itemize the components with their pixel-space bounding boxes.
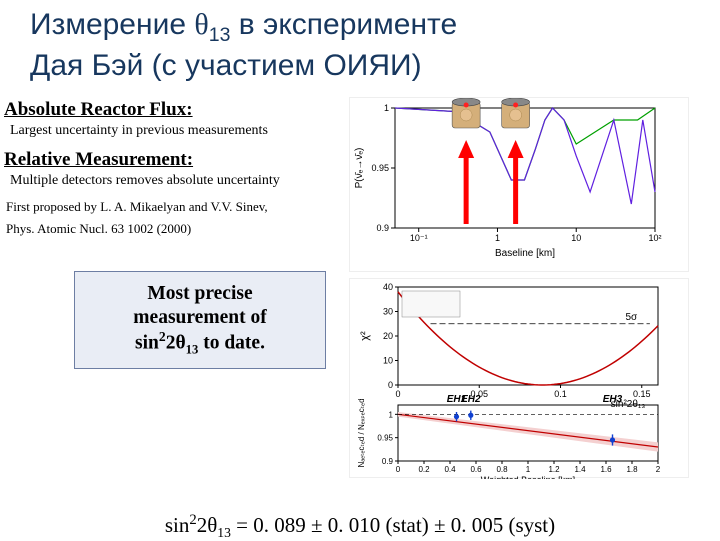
svg-text:1.8: 1.8 xyxy=(626,465,638,474)
svg-text:0.9: 0.9 xyxy=(382,457,394,466)
svg-text:40: 40 xyxy=(383,282,393,292)
text-relative: Multiple detectors removes absolute unce… xyxy=(10,173,349,189)
heading-relative: Relative Measurement: xyxy=(4,149,349,171)
svg-text:10: 10 xyxy=(571,233,581,243)
svg-text:1.2: 1.2 xyxy=(548,465,560,474)
left-column: Absolute Reactor Flux: Largest uncertain… xyxy=(4,97,349,478)
box-2theta: 2θ xyxy=(166,333,186,354)
svg-text:0.6: 0.6 xyxy=(470,465,482,474)
svg-text:0.9: 0.9 xyxy=(376,223,389,233)
slide-title: Измерение θ13 в эксперименте Дая Бэй (с … xyxy=(0,0,720,93)
result-2theta: 2θ xyxy=(197,513,218,537)
svg-text:0: 0 xyxy=(388,380,393,390)
svg-text:χ²: χ² xyxy=(359,331,371,341)
survival-probability-chart: 10⁻¹ 1 10 10² 0.9 0.95 1 Baseline [km] P(ν̄ₑ→ν̄ₑ… xyxy=(349,97,689,272)
svg-text:0.4: 0.4 xyxy=(444,465,456,474)
svg-text:0.1: 0.1 xyxy=(554,389,567,399)
svg-text:Weighted Baseline [km]: Weighted Baseline [km] xyxy=(481,475,575,479)
svg-text:1: 1 xyxy=(384,103,389,113)
svg-text:0: 0 xyxy=(395,389,400,399)
title-line1-pre: Измерение xyxy=(30,8,194,41)
svg-text:0: 0 xyxy=(396,465,401,474)
svg-text:1: 1 xyxy=(495,233,500,243)
result-sin: sin xyxy=(165,513,190,537)
svg-text:10²: 10² xyxy=(648,233,661,243)
chart2-svg: 00.050.10.150102030405σχ²sin²2θ₁₃00.20.4… xyxy=(350,279,690,479)
title-theta: θ xyxy=(194,8,208,41)
highlight-box: Most precise measurement of sin22θ13 to … xyxy=(74,271,326,368)
svg-text:30: 30 xyxy=(383,306,393,316)
chi2-ratio-chart: 00.050.10.150102030405σχ²sin²2θ₁₃00.20.4… xyxy=(349,278,689,478)
title-line1-post: в эксперименте xyxy=(230,8,457,41)
box-sub: 13 xyxy=(186,343,199,357)
text-absolute-flux: Largest uncertainty in previous measurem… xyxy=(10,123,349,139)
svg-text:10: 10 xyxy=(383,355,393,365)
svg-text:2: 2 xyxy=(656,465,661,474)
svg-text:1.6: 1.6 xyxy=(600,465,612,474)
svg-text:1: 1 xyxy=(389,410,394,419)
box-line1: Most precise xyxy=(147,283,252,304)
svg-text:0.2: 0.2 xyxy=(418,465,430,474)
reference-line1: First proposed by L. A. Mikaelyan and V.… xyxy=(6,199,349,215)
svg-text:P(ν̄ₑ→ν̄ₑ): P(ν̄ₑ→ν̄ₑ) xyxy=(354,147,365,188)
box-sup: 2 xyxy=(159,329,166,344)
box-line2: measurement of xyxy=(133,307,266,328)
svg-text:Nₐₑₜₑcₜₑd / Nₑₓₚₑcₜₑd: Nₐₑₜₑcₜₑd / Nₑₓₚₑcₜₑd xyxy=(357,398,366,467)
svg-text:0.95: 0.95 xyxy=(377,434,393,443)
svg-text:0.95: 0.95 xyxy=(371,163,389,173)
svg-text:1: 1 xyxy=(526,465,531,474)
svg-text:0.15: 0.15 xyxy=(633,389,651,399)
heading-absolute-flux: Absolute Reactor Flux: xyxy=(4,99,349,121)
chart1-svg: 10⁻¹ 1 10 10² 0.9 0.95 1 Baseline [km] P(ν̄ₑ→ν̄ₑ… xyxy=(350,98,690,273)
title-sub13: 13 xyxy=(209,24,231,46)
result-sup: 2 xyxy=(189,512,196,528)
reference-line2: Phys. Atomic Nucl. 63 1002 (2000) xyxy=(6,221,349,237)
svg-text:5σ: 5σ xyxy=(626,312,639,323)
result-formula: sin22θ13 = 0. 089 ± 0. 010 (stat) ± 0. 0… xyxy=(0,512,720,541)
svg-text:0.8: 0.8 xyxy=(496,465,508,474)
box-sin: sin xyxy=(135,333,159,354)
svg-text:EH2: EH2 xyxy=(461,394,481,405)
svg-text:20: 20 xyxy=(383,331,393,341)
title-line2: Дая Бэй (с участием ОИЯИ) xyxy=(30,49,422,82)
box-post: to date. xyxy=(198,333,265,354)
svg-text:10⁻¹: 10⁻¹ xyxy=(410,233,428,243)
svg-text:EH3: EH3 xyxy=(603,394,623,405)
svg-text:1.4: 1.4 xyxy=(574,465,586,474)
result-value: = 0. 089 ± 0. 010 (stat) ± 0. 005 (syst) xyxy=(231,513,555,537)
right-column: 10⁻¹11010²0.90.951Baseline [km]P(ν̄ₑ→ν̄ₑ… xyxy=(349,97,709,478)
svg-text:Baseline [km]: Baseline [km] xyxy=(495,248,555,259)
result-sub: 13 xyxy=(217,525,231,540)
